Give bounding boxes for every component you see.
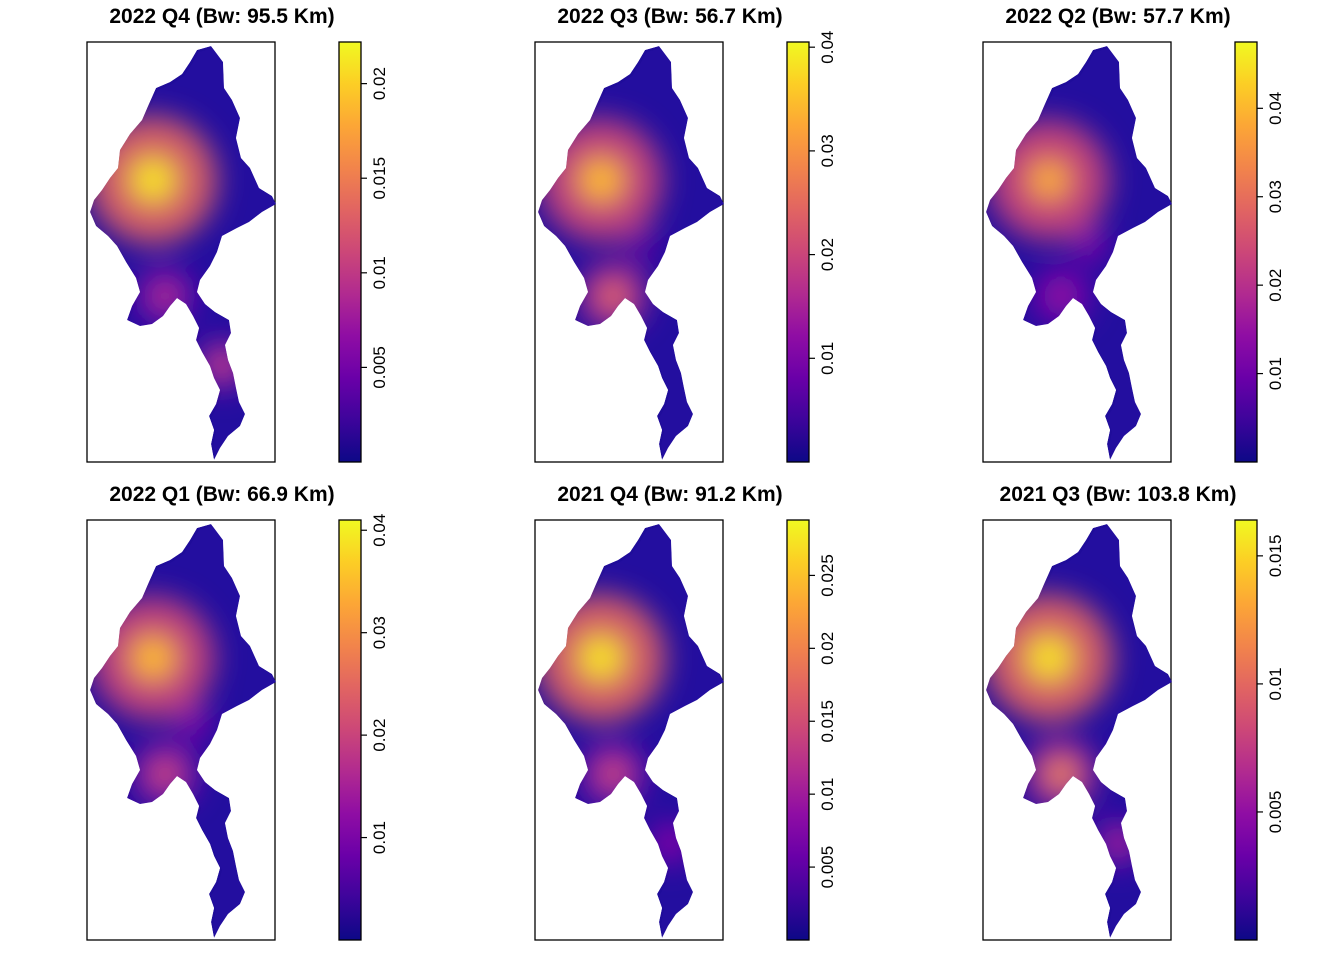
legend-tick-label: 0.03 (818, 134, 837, 167)
legend-tick-label: 0.04 (818, 31, 837, 64)
map-panel: 2022 Q4 (Bw: 95.5 Km) 0.005 0.01 0.015 0.02 (86, 5, 389, 463)
legend-tick-label: 0.01 (818, 778, 837, 811)
panel-title: 2022 Q1 (Bw: 66.9 Km) (109, 483, 334, 506)
legend-tick-label: 0.04 (1266, 92, 1285, 125)
panel-title: 2022 Q4 (Bw: 95.5 Km) (109, 5, 334, 28)
legend-colorbar (1234, 519, 1258, 941)
legend-tick-label: 0.03 (370, 616, 389, 649)
legend-tick-label: 0.015 (1266, 535, 1285, 578)
legend-tick-label: 0.01 (818, 342, 837, 375)
density-hotspot-peak (1054, 289, 1068, 303)
legend-tick-label: 0.015 (818, 700, 837, 743)
legend-colorbar (1234, 41, 1258, 463)
density-hotspot-peak (158, 289, 172, 303)
legend-tick-label: 0.02 (818, 632, 837, 665)
legend-tick-label: 0.01 (1266, 667, 1285, 700)
density-hotspot-peak (1112, 837, 1124, 849)
density-hotspot-peak (606, 289, 620, 303)
legend-tick-label: 0.03 (1266, 180, 1285, 213)
legend-colorbar (338, 519, 362, 941)
density-hotspot-peak (1054, 767, 1068, 781)
density-hotspot-peak (141, 168, 165, 192)
legend-tick-label: 0.015 (370, 157, 389, 200)
panel-title: 2021 Q4 (Bw: 91.2 Km) (557, 483, 782, 506)
density-hotspot-peak (1037, 168, 1061, 192)
density-hotspot-peak (1085, 240, 1095, 250)
map-panel: 2021 Q3 (Bw: 103.8 Km) 0.005 0.01 0.015 (982, 483, 1285, 941)
panel-title: 2022 Q3 (Bw: 56.7 Km) (557, 5, 782, 28)
legend-tick-label: 0.02 (1266, 269, 1285, 302)
density-hotspot-peak (189, 718, 199, 728)
legend-colorbar (786, 41, 810, 463)
map-panel: 2022 Q3 (Bw: 56.7 Km) 0.01 0.02 0.03 0.04 (534, 5, 837, 463)
density-hotspot-peak (141, 646, 165, 670)
legend-tick-label: 0.01 (370, 821, 389, 854)
density-hotspot-peak (637, 240, 647, 250)
panel-title: 2022 Q2 (Bw: 57.7 Km) (1005, 5, 1230, 28)
density-hotspot-peak (606, 767, 620, 781)
density-hotspot-peak (1037, 646, 1061, 670)
map-panel: 2022 Q1 (Bw: 66.9 Km) 0.01 0.02 0.03 0.04 (86, 483, 389, 941)
legend-tick-label: 0.025 (818, 554, 837, 597)
legend-tick-label: 0.01 (370, 256, 389, 289)
density-hotspot-peak (589, 168, 613, 192)
legend-colorbar (786, 519, 810, 941)
density-hotspot-peak (158, 767, 172, 781)
legend-tick-label: 0.005 (818, 846, 837, 889)
density-hotspot-peak (216, 359, 228, 371)
legend-tick-label: 0.005 (370, 346, 389, 389)
map-panel: 2021 Q4 (Bw: 91.2 Km) 0.005 0.01 0.015 0.02 0… (534, 483, 837, 941)
legend-tick-label: 0.04 (370, 514, 389, 547)
panel-title: 2021 Q3 (Bw: 103.8 Km) (1000, 483, 1237, 506)
map-panel: 2022 Q2 (Bw: 57.7 Km) 0.01 0.02 0.03 0.04 (982, 5, 1285, 463)
density-hotspot-peak (589, 646, 613, 670)
legend-colorbar (338, 41, 362, 463)
legend-tick-label: 0.02 (370, 67, 389, 100)
density-surface (538, 46, 724, 460)
legend-tick-label: 0.02 (818, 238, 837, 271)
density-hotspot-peak (664, 837, 676, 849)
legend-tick-label: 0.01 (1266, 357, 1285, 390)
legend-tick-label: 0.005 (1266, 791, 1285, 834)
legend-tick-label: 0.02 (370, 719, 389, 752)
